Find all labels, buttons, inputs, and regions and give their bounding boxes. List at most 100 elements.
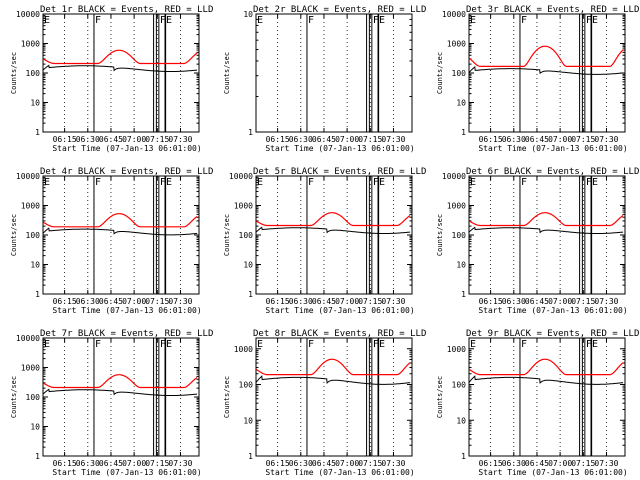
events-rate-line xyxy=(468,375,624,385)
x-tick-label: 06:45 xyxy=(525,459,549,468)
events-rate-line xyxy=(42,388,198,396)
x-axis-label: Start Time (07-Jan-13 06:01:00) xyxy=(265,144,414,153)
y-tick-label: 1 xyxy=(248,452,253,461)
y-tick-label: 10 xyxy=(30,261,40,270)
chart-panel: Det 9r BLACK = Events, RED = LLD 1 10 100 10… xyxy=(436,329,639,477)
x-tick-label: 06:30 xyxy=(502,459,526,468)
event-marker-label: F xyxy=(308,339,314,350)
event-marker-label: E xyxy=(44,15,50,26)
event-marker-label: E xyxy=(257,177,263,188)
y-tick-label: 1000 xyxy=(21,364,40,373)
y-tick-label: 1000 xyxy=(447,345,466,354)
y-tick-label: 1000 xyxy=(234,202,253,211)
chart-title: Det 5r BLACK = Events, RED = LLD xyxy=(253,167,426,177)
event-marker-label: E xyxy=(166,15,172,26)
x-tick-label: 06:45 xyxy=(312,459,336,468)
y-tick-label: 10000 xyxy=(442,10,466,19)
x-tick-label: 06:45 xyxy=(525,297,549,306)
y-tick-label: 1000 xyxy=(447,202,466,211)
event-marker-label: E xyxy=(44,339,50,350)
y-tick-label: 10000 xyxy=(16,334,40,343)
y-tick-label: 1000 xyxy=(447,40,466,49)
chart-title: Det 1r BLACK = Events, RED = LLD xyxy=(40,5,213,15)
lld-rate-line xyxy=(256,212,411,227)
plot-frame xyxy=(255,337,413,457)
lld-rate-line xyxy=(468,358,624,376)
y-tick-label: 1 xyxy=(461,128,466,137)
plot-frame xyxy=(468,175,626,295)
y-tick-label: 1000 xyxy=(234,345,253,354)
y-tick-label: 10 xyxy=(456,416,466,425)
y-tick-label: 1000 xyxy=(21,40,40,49)
y-tick-label: 100 xyxy=(26,231,41,240)
x-tick-label: 07:30 xyxy=(168,459,192,468)
y-tick-label: 10 xyxy=(243,10,253,19)
x-tick-label: 06:30 xyxy=(289,459,313,468)
y-tick-label: 100 xyxy=(26,69,41,78)
y-tick-label: 100 xyxy=(452,381,467,390)
x-tick-label: 06:15 xyxy=(53,135,77,144)
x-tick-label: 07:15 xyxy=(571,135,595,144)
x-tick-label: 07:15 xyxy=(571,297,595,306)
chart-title: Det 8r BLACK = Events, RED = LLD xyxy=(253,329,426,339)
x-tick-label: 06:30 xyxy=(76,459,100,468)
chart-panel: Det 6r BLACK = Events, RED = LLD 1 10 100 10… xyxy=(436,167,639,315)
x-tick-label: 06:15 xyxy=(479,297,503,306)
x-axis-label: Start Time (07-Jan-13 06:01:00) xyxy=(52,306,201,315)
chart-title: Det 9r BLACK = Events, RED = LLD xyxy=(466,329,639,339)
event-marker-label: F xyxy=(160,15,166,26)
x-tick-label: 07:30 xyxy=(381,297,405,306)
y-tick-label: 100 xyxy=(239,381,254,390)
x-tick-label: 06:45 xyxy=(99,297,123,306)
plot-frame xyxy=(42,337,200,457)
plot-frame xyxy=(468,13,626,133)
lld-rate-line xyxy=(42,213,198,228)
events-rate-line xyxy=(42,227,198,236)
y-tick-label: 100 xyxy=(26,393,41,402)
x-tick-label: 06:45 xyxy=(312,135,336,144)
x-tick-label: 06:30 xyxy=(502,297,526,306)
x-axis-label: Start Time (07-Jan-13 06:01:00) xyxy=(478,468,627,477)
event-marker-label: F xyxy=(586,339,592,350)
x-tick-label: 06:15 xyxy=(266,459,290,468)
event-marker-label: F xyxy=(521,339,527,350)
chart-title: Det 4r BLACK = Events, RED = LLD xyxy=(40,167,213,177)
y-axis-label: Counts/sec xyxy=(436,214,444,256)
y-tick-label: 1 xyxy=(461,290,466,299)
x-tick-label: 06:15 xyxy=(266,297,290,306)
chart-panel: Det 5r BLACK = Events, RED = LLD 1 10 100 10… xyxy=(223,167,426,315)
event-marker-label: E xyxy=(379,339,385,350)
x-axis-label: Start Time (07-Jan-13 06:01:00) xyxy=(265,306,414,315)
lld-rate-line xyxy=(468,45,624,67)
y-axis-label: Counts/sec xyxy=(10,52,18,94)
event-marker-label: F xyxy=(95,15,101,26)
event-marker-label: F xyxy=(373,177,379,188)
x-axis-label: Start Time (07-Jan-13 06:01:00) xyxy=(52,468,201,477)
chart-title: Det 3r BLACK = Events, RED = LLD xyxy=(466,5,639,15)
x-tick-label: 06:30 xyxy=(502,135,526,144)
x-tick-label: 07:00 xyxy=(548,297,572,306)
y-tick-label: 1 xyxy=(35,290,40,299)
x-tick-label: 07:00 xyxy=(335,459,359,468)
event-marker-label: F xyxy=(521,177,527,188)
chart-panel: Det 7r BLACK = Events, RED = LLD 1 10 100 10… xyxy=(10,329,213,477)
x-axis-label: Start Time (07-Jan-13 06:01:00) xyxy=(52,144,201,153)
chart-title: Det 6r BLACK = Events, RED = LLD xyxy=(466,167,639,177)
y-tick-label: 1 xyxy=(248,128,253,137)
y-tick-label: 1 xyxy=(35,452,40,461)
events-rate-line xyxy=(255,226,411,234)
x-tick-label: 07:30 xyxy=(168,297,192,306)
x-axis-label: Start Time (07-Jan-13 06:01:00) xyxy=(478,306,627,315)
event-marker-label: F xyxy=(308,15,314,26)
x-tick-label: 06:15 xyxy=(53,297,77,306)
y-tick-label: 1 xyxy=(248,290,253,299)
chart-title: Det 7r BLACK = Events, RED = LLD xyxy=(40,329,213,339)
y-axis-label: Counts/sec xyxy=(10,214,18,256)
event-marker-label: E xyxy=(470,339,476,350)
plot-frame xyxy=(255,175,413,295)
x-tick-label: 06:30 xyxy=(289,297,313,306)
x-tick-label: 06:30 xyxy=(76,135,100,144)
y-tick-label: 1 xyxy=(35,128,40,137)
y-tick-label: 10000 xyxy=(229,172,253,181)
x-tick-label: 06:15 xyxy=(53,459,77,468)
